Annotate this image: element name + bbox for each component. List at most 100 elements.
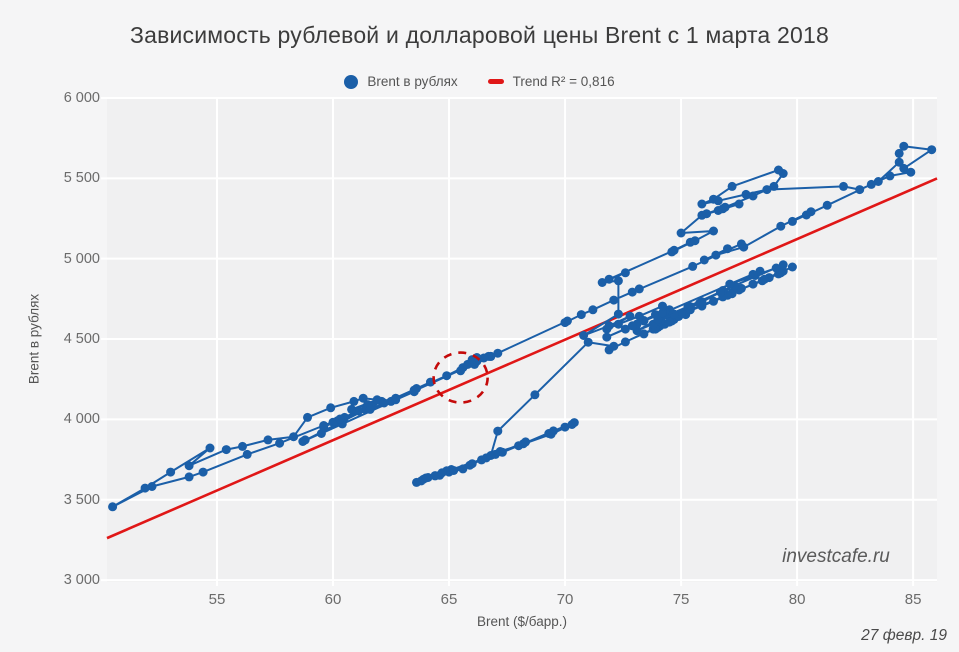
data-point [409,385,419,395]
data-point [613,319,623,329]
data-point [319,421,329,430]
y-tick-label: 5 000 [63,250,100,267]
data-point [560,422,570,432]
data-point [760,274,770,284]
series-path [111,145,933,508]
x-tick-label: 70 [556,591,574,608]
data-point [639,329,649,339]
data-point [683,302,693,312]
y-tick-label: 4 000 [63,411,100,428]
data-point [620,324,630,334]
date-label: 27 февр. 19 [861,627,947,644]
data-point [184,461,194,471]
x-axis-label: Brent ($/барр.) [477,614,567,629]
data-point [627,287,637,297]
data-point [667,247,677,257]
data-point [713,196,723,206]
y-tick-label: 6 000 [63,89,100,106]
x-tick-label: 55 [208,591,226,608]
data-point [776,221,786,231]
data-point [486,451,496,460]
data-point [899,141,909,151]
data-point [885,171,895,181]
y-tick-label: 3 000 [63,572,100,589]
data-point [866,179,876,189]
data-point [521,437,531,447]
y-tick-label: 4 500 [63,331,100,348]
data-point [514,441,524,451]
data-point [676,309,686,319]
data-point [716,287,725,297]
data-point [493,348,503,358]
data-point [625,311,635,321]
data-point [634,284,644,294]
data-point [627,321,637,331]
legend-item-trend: Trend R² = 0,816 [487,74,615,89]
data-point [702,209,712,219]
data-point [787,216,797,226]
data-point [379,398,389,408]
data-point [140,483,150,493]
data-point [198,467,208,477]
trend-line [106,177,938,540]
data-point [741,189,751,199]
data-point [358,393,368,403]
data-point [449,466,459,475]
data-point [927,145,937,155]
plot-area [101,96,938,586]
data-point [771,263,781,273]
data-point [372,395,382,405]
data-point [604,274,614,284]
data-point [699,255,709,265]
data-point [437,468,447,478]
data-point [806,207,816,217]
data-point [688,261,698,271]
data-point [242,449,252,459]
chart-legend: Brent в рублях Trend R² = 0,816 [0,74,959,89]
data-point [720,202,730,212]
data-point [583,337,593,347]
x-tick-label: 85 [904,591,922,608]
data-point [748,279,758,289]
data-point [335,414,345,424]
data-point [725,279,735,289]
data-point [458,464,468,474]
data-point [727,181,737,191]
highlight-dashed-circle [432,351,489,404]
data-point [497,447,507,457]
legend-circle-marker-icon [344,74,359,89]
data-point [238,441,247,451]
data-point [634,311,644,321]
x-tick-label: 60 [324,591,342,608]
data-point [787,262,797,272]
data-point [769,181,779,191]
x-tick-label: 65 [440,591,458,608]
data-point [275,438,285,448]
data-point [711,250,721,260]
data-point [676,228,686,238]
data-point [658,308,667,318]
y-tick-label: 5 500 [63,170,100,187]
data-point [839,181,848,191]
chart-title: Зависимость рублевой и долларовой цены B… [130,22,829,48]
data-point [894,157,904,167]
data-point [774,165,783,175]
data-point [604,321,614,331]
data-point [906,167,916,177]
data-point [748,191,758,201]
legend-trend-label: Trend R² = 0,816 [512,74,615,89]
data-point [778,260,788,270]
data-point [221,445,231,455]
data-point [365,404,375,414]
data-point [391,393,401,403]
data-point [602,332,612,342]
data-point [762,185,772,195]
data-point [620,268,630,278]
data-point [147,482,157,491]
data-point [576,310,586,320]
data-point [493,426,503,436]
x-tick-label: 75 [672,591,690,608]
data-point [567,420,577,429]
data-point [328,417,338,427]
